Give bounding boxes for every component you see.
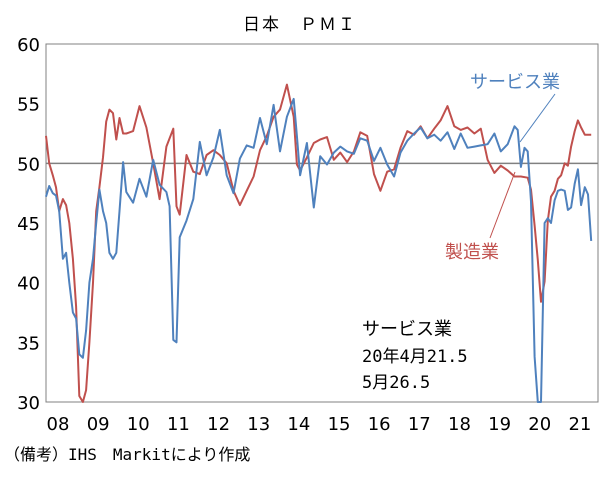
manufacturing-series-label: 製造業 xyxy=(445,242,499,263)
series-layer xyxy=(45,83,593,403)
x-tick-label: 19 xyxy=(488,414,511,435)
x-tick-label: 16 xyxy=(368,414,391,435)
annotation-line-2: 5月26.5 xyxy=(362,373,430,393)
y-tick-label: 60 xyxy=(17,35,40,56)
x-tick-label: 13 xyxy=(247,414,270,435)
service-label-pointer xyxy=(519,93,556,143)
y-tick-label: 30 xyxy=(17,393,40,414)
x-tick-label: 10 xyxy=(127,414,150,435)
y-tick-label: 40 xyxy=(17,274,40,295)
x-tick-label: 20 xyxy=(528,414,551,435)
x-tick-label: 15 xyxy=(328,414,351,435)
manufacturing-series-line xyxy=(45,83,592,403)
annotation-heading: サービス業 xyxy=(362,319,452,340)
y-axis: 30 35 40 45 50 55 60 xyxy=(17,35,40,414)
plot-area xyxy=(45,43,599,403)
annotation-line-1: 20年4月21.5 xyxy=(362,347,468,367)
y-tick-label: 45 xyxy=(17,214,40,235)
x-tick-label: 12 xyxy=(207,414,230,435)
y-tick-label: 55 xyxy=(17,95,40,116)
y-tick-label: 35 xyxy=(17,333,40,354)
x-tick-label: 14 xyxy=(287,414,310,435)
source-note: （備考）IHS Markitにより作成 xyxy=(4,445,250,464)
service-series-label: サービス業 xyxy=(470,72,560,93)
x-axis: 08 09 10 11 12 13 14 15 16 17 18 19 20 21 xyxy=(47,414,592,435)
x-tick-label: 21 xyxy=(568,414,591,435)
x-tick-label: 18 xyxy=(448,414,471,435)
x-tick-label: 09 xyxy=(87,414,110,435)
service-series-line xyxy=(45,97,593,403)
y-tick-label: 50 xyxy=(17,154,40,175)
x-tick-label: 17 xyxy=(408,414,431,435)
x-tick-label: 08 xyxy=(47,414,70,435)
x-tick-label: 11 xyxy=(167,414,190,435)
manufacturing-label-pointer xyxy=(489,171,516,239)
chart-title: 日本 ＰＭＩ xyxy=(243,15,357,35)
